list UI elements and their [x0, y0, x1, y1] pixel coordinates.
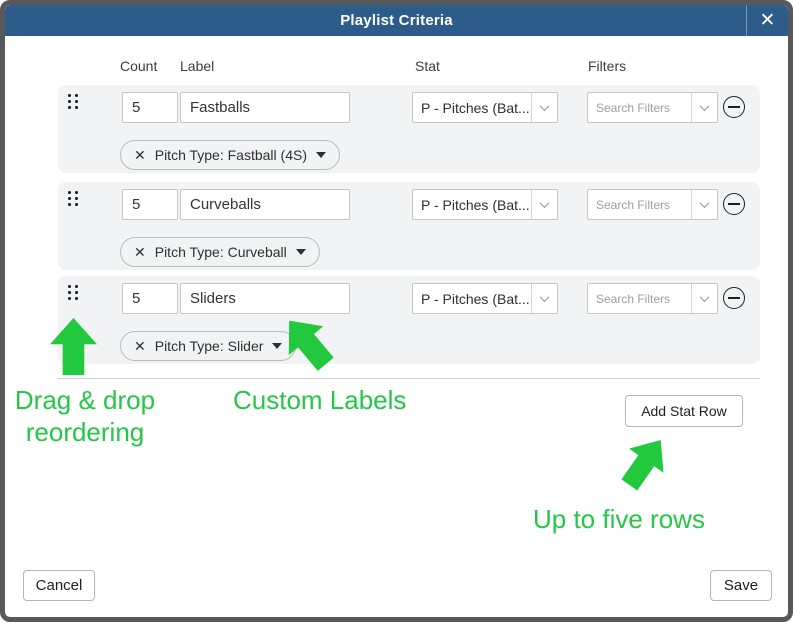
caret-down-icon	[315, 152, 326, 158]
drag-handle-icon[interactable]	[68, 191, 82, 209]
column-header-label: Label	[180, 58, 215, 74]
arrow-up-right-icon	[612, 428, 678, 497]
save-button[interactable]: Save	[710, 570, 772, 601]
minus-circle-icon	[723, 96, 745, 118]
annotation-drag-drop: Drag & drop reordering	[5, 384, 165, 448]
filter-chip[interactable]: ✕ Pitch Type: Fastball (4S)	[120, 140, 340, 170]
drag-handle-icon[interactable]	[68, 94, 82, 112]
caret-down-icon	[272, 343, 283, 349]
filters-search-input[interactable]	[588, 284, 691, 313]
filters-search[interactable]	[587, 189, 718, 220]
filter-chip-label: Pitch Type: Slider	[154, 338, 264, 354]
filter-chip-label: Pitch Type: Curveball	[154, 244, 287, 260]
filter-chip-label: Pitch Type: Fastball (4S)	[154, 147, 307, 163]
chevron-down-icon	[531, 190, 557, 219]
add-stat-row-button[interactable]: Add Stat Row	[625, 395, 743, 427]
remove-filter-icon[interactable]: ✕	[134, 338, 146, 354]
annotation-drag-line1: Drag & drop	[14, 385, 156, 415]
count-input[interactable]	[122, 92, 178, 123]
stat-row-curveballs: P - Pitches (Bat... ✕ Pitch Type: Curveb…	[58, 182, 760, 270]
filters-search-input[interactable]	[588, 93, 691, 122]
chevron-down-icon	[531, 284, 557, 313]
stat-select[interactable]: P - Pitches (Bat...	[412, 283, 558, 314]
stat-row-fastballs: P - Pitches (Bat... ✕ Pitch Type: Fastba…	[58, 85, 760, 173]
chevron-down-icon	[691, 190, 717, 219]
close-button[interactable]: ✕	[746, 5, 788, 36]
chevron-down-icon	[531, 93, 557, 122]
filter-chip[interactable]: ✕ Pitch Type: Curveball	[120, 237, 320, 267]
caret-down-icon	[295, 249, 306, 255]
modal-title: Playlist Criteria	[340, 12, 453, 29]
chevron-down-icon	[691, 93, 717, 122]
remove-filter-icon[interactable]: ✕	[134, 244, 146, 260]
annotation-up-to-five-rows: Up to five rows	[533, 504, 705, 534]
content-divider	[57, 378, 760, 379]
stat-select[interactable]: P - Pitches (Bat...	[412, 92, 558, 123]
label-input[interactable]	[180, 189, 350, 220]
count-input[interactable]	[122, 283, 178, 314]
filters-search[interactable]	[587, 92, 718, 123]
close-icon: ✕	[759, 10, 776, 31]
remove-row-button[interactable]	[723, 287, 746, 310]
annotation-drag-line2: reordering	[25, 417, 145, 447]
stat-select-value: P - Pitches (Bat...	[421, 196, 530, 213]
stat-select-value: P - Pitches (Bat...	[421, 290, 530, 307]
chevron-down-icon	[691, 284, 717, 313]
count-input[interactable]	[122, 189, 178, 220]
remove-filter-icon[interactable]: ✕	[134, 147, 146, 163]
filters-search[interactable]	[587, 283, 718, 314]
drag-handle-icon[interactable]	[68, 285, 82, 303]
column-header-count: Count	[120, 58, 158, 74]
modal-header: Playlist Criteria ✕	[5, 5, 788, 36]
minus-circle-icon	[723, 193, 745, 215]
label-input[interactable]	[180, 92, 350, 123]
column-header-filters: Filters	[588, 58, 627, 74]
cancel-button[interactable]: Cancel	[23, 570, 95, 601]
column-headers: Count Label Stat Filters	[5, 58, 788, 76]
remove-row-button[interactable]	[723, 96, 746, 119]
annotation-custom-labels: Custom Labels	[233, 385, 407, 415]
stat-row-sliders: P - Pitches (Bat... ✕ Pitch Type: Slider	[58, 276, 760, 364]
stat-select-value: P - Pitches (Bat...	[421, 99, 530, 116]
stat-select[interactable]: P - Pitches (Bat...	[412, 189, 558, 220]
column-header-stat: Stat	[415, 58, 440, 74]
remove-row-button[interactable]	[723, 193, 746, 216]
filter-chip[interactable]: ✕ Pitch Type: Slider	[120, 331, 297, 361]
label-input[interactable]	[180, 283, 350, 314]
minus-circle-icon	[723, 287, 745, 309]
filters-search-input[interactable]	[588, 190, 691, 219]
